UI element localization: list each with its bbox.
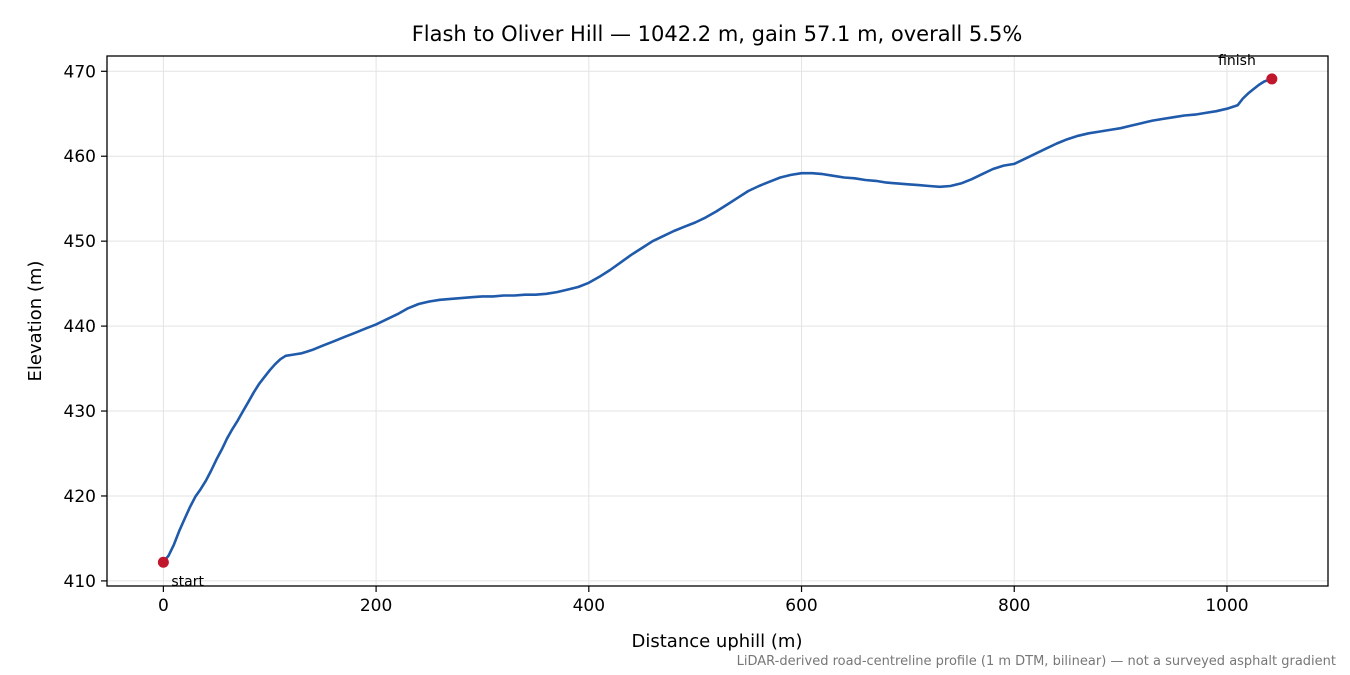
y-tick-label: 420: [64, 487, 96, 507]
x-tick-label: 600: [785, 596, 817, 616]
y-tick-label: 410: [64, 572, 96, 592]
y-tick-label: 430: [64, 402, 96, 422]
x-tick-label: 800: [998, 596, 1030, 616]
x-tick-label: 0: [158, 596, 169, 616]
chart-title: Flash to Oliver Hill — 1042.2 m, gain 57…: [412, 22, 1023, 46]
y-tick-label: 460: [64, 147, 96, 167]
elevation-line: [162, 77, 1274, 564]
x-tick-label: 400: [573, 596, 605, 616]
y-axis-label: Elevation (m): [25, 261, 46, 382]
grid-lines: [107, 56, 1328, 586]
x-tick-label: 1000: [1205, 596, 1248, 616]
x-axis-label: Distance uphill (m): [632, 631, 803, 652]
start-marker: [157, 556, 169, 568]
source-footnote: LiDAR-derived road-centreline profile (1…: [737, 654, 1336, 669]
y-tick-label: 450: [64, 232, 96, 252]
x-axis-ticks: 0 200 400 600 800 1000: [158, 586, 1249, 616]
finish-label: finish: [1218, 53, 1256, 69]
y-tick-label: 440: [64, 317, 96, 337]
x-tick-label: 200: [360, 596, 392, 616]
finish-marker: [1266, 73, 1278, 85]
endpoint-markers: start finish: [157, 53, 1278, 590]
y-axis-ticks: 410 420 430 440 450 460 470: [64, 62, 107, 592]
y-tick-label: 470: [64, 62, 96, 82]
plot-frame: [106, 55, 1329, 587]
start-label: start: [171, 574, 204, 590]
